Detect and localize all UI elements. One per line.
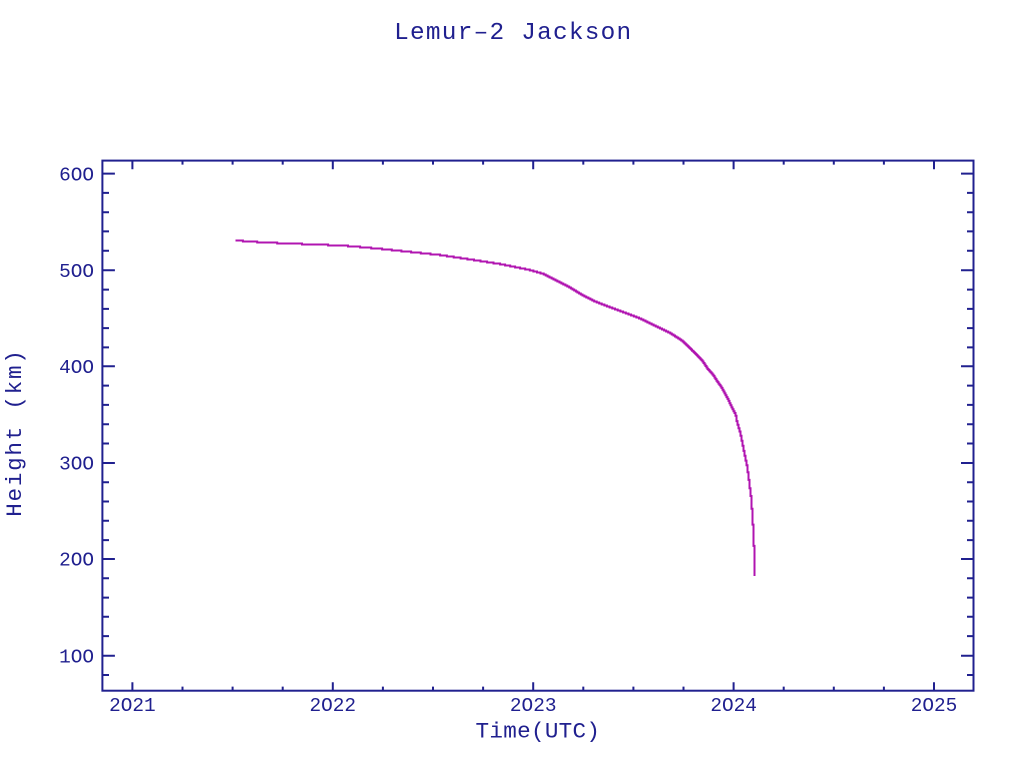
svg-text:2O21: 2O21: [109, 695, 156, 717]
svg-text:2O23: 2O23: [510, 695, 557, 717]
svg-text:4OO: 4OO: [59, 357, 94, 379]
svg-text:Lemur–2 Jackson: Lemur–2 Jackson: [394, 20, 632, 47]
svg-text:2O24: 2O24: [710, 695, 757, 717]
svg-text:Time(UTC): Time(UTC): [476, 718, 601, 744]
svg-text:2OO: 2OO: [59, 550, 94, 572]
svg-text:1OO: 1OO: [59, 646, 94, 668]
svg-text:5OO: 5OO: [59, 261, 94, 283]
svg-text:2O25: 2O25: [911, 695, 958, 717]
svg-text:2O22: 2O22: [310, 695, 357, 717]
svg-text:3OO: 3OO: [59, 454, 94, 476]
svg-text:6OO: 6OO: [59, 164, 94, 186]
svg-text:Height (km): Height (km): [2, 348, 28, 516]
